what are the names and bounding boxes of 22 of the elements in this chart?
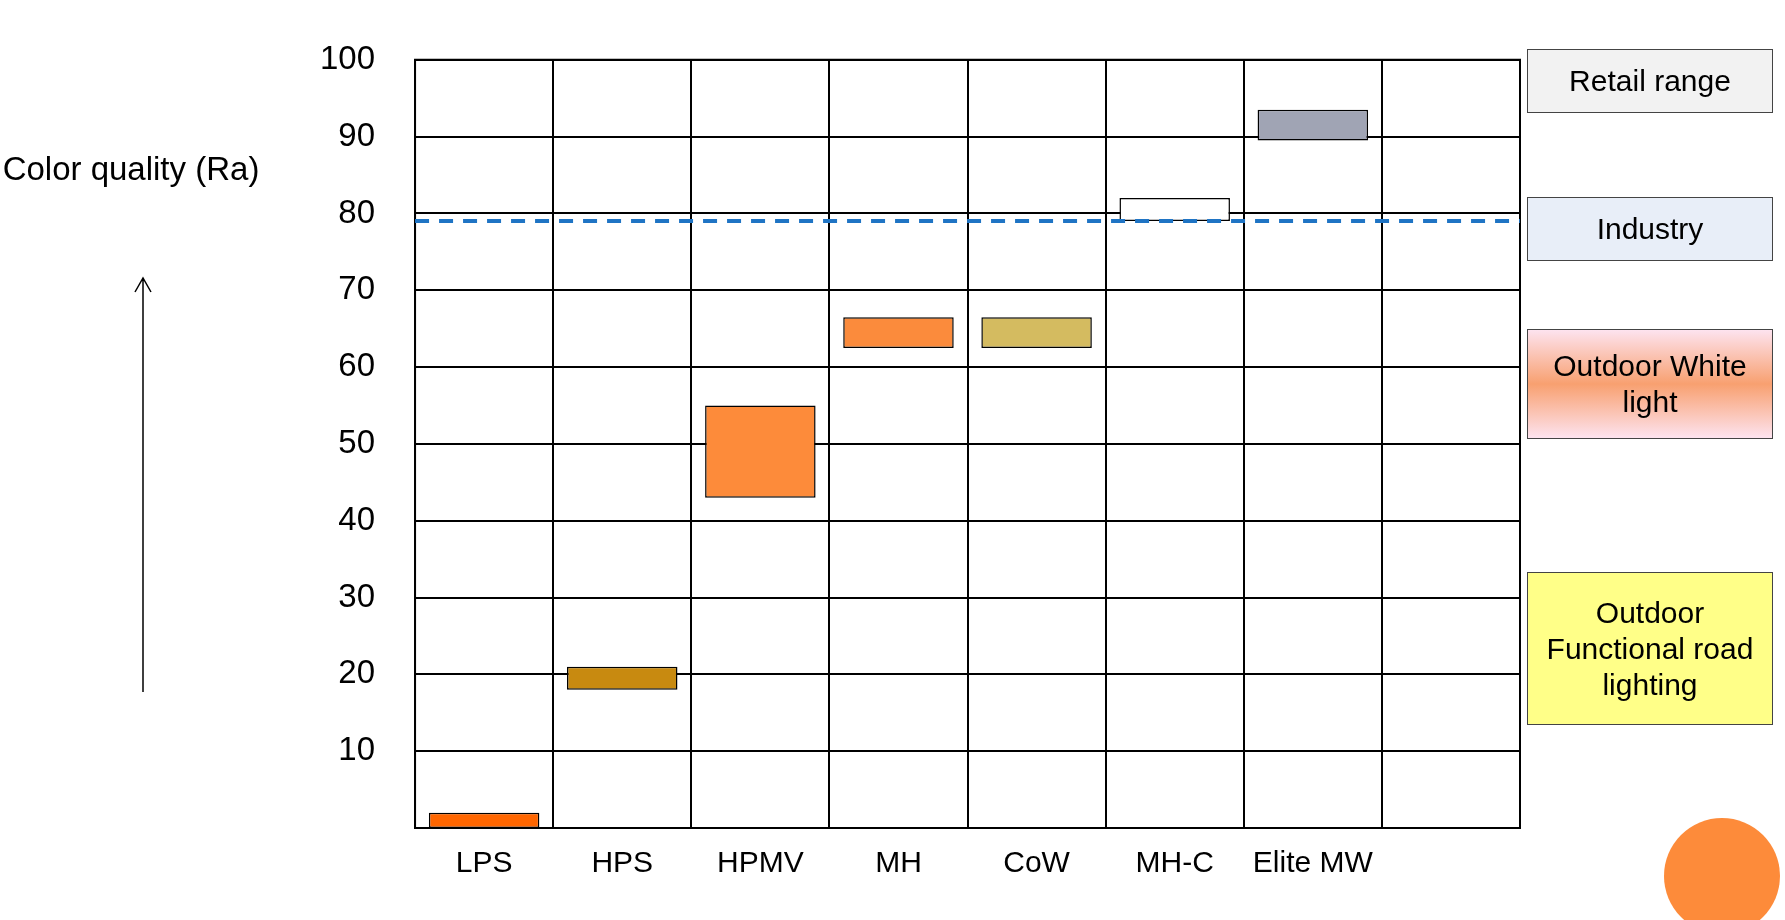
y-tick-label: 100 (320, 38, 376, 76)
x-tick-label: HPMV (717, 845, 804, 879)
x-tick-label: Elite MW (1252, 845, 1374, 879)
y-tick-label: 10 (338, 730, 376, 768)
x-tick-label: HPS (591, 845, 654, 879)
x-tick-label: MH-C (1135, 845, 1214, 879)
text: Outdoor White light (1552, 348, 1748, 420)
x-tick-label: CoW (1003, 845, 1071, 879)
x-tick-label: MH (875, 845, 922, 879)
y-tick-label: 60 (338, 346, 376, 384)
y-tick-label: 30 (338, 576, 376, 614)
y-axis-title: Color quality (Ra) (1, 150, 261, 188)
y-tick-label: 20 (338, 653, 376, 691)
y-tick-label: 90 (338, 115, 376, 153)
y-tick-label: 70 (338, 269, 376, 307)
x-tick-label: LPS (455, 845, 513, 879)
y-tick-label: 40 (338, 499, 376, 537)
text: Retail range (1569, 63, 1731, 99)
y-tick-label: 80 (338, 192, 376, 230)
y-tick-label: 50 (338, 422, 376, 460)
text: Outdoor Functional road lighting (1545, 594, 1755, 703)
text: Industry (1596, 211, 1704, 247)
